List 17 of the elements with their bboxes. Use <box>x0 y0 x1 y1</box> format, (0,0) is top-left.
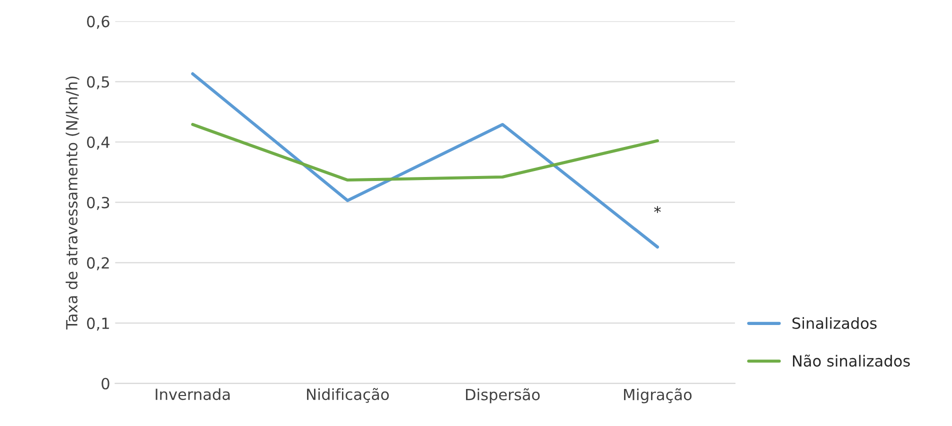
y-tick-label: 0,5 <box>87 76 109 90</box>
annotation: * <box>654 206 661 214</box>
line-series <box>191 72 660 249</box>
y-axis-title: Taxa de atravessamento (N/kn/h) <box>66 76 80 330</box>
x-tick-label: Dispersão <box>466 388 540 404</box>
y-tick-label: 0,4 <box>87 136 110 150</box>
x-tick-label: Migração <box>624 388 692 404</box>
x-tick-label: Invernada <box>156 388 230 400</box>
y-tick-label: 0,2 <box>87 257 109 270</box>
y-tick-label: 0,1 <box>87 318 109 331</box>
x-tick-label: Nidificação <box>307 388 389 403</box>
legend-label: Não sinalizados <box>792 354 910 367</box>
y-tick-label: 0 <box>102 378 110 390</box>
y-tick-label: 0,3 <box>87 196 110 210</box>
legend-label: Sinalizados <box>792 317 877 329</box>
y-tick-label: 0,6 <box>87 16 110 29</box>
line-series <box>191 122 660 182</box>
